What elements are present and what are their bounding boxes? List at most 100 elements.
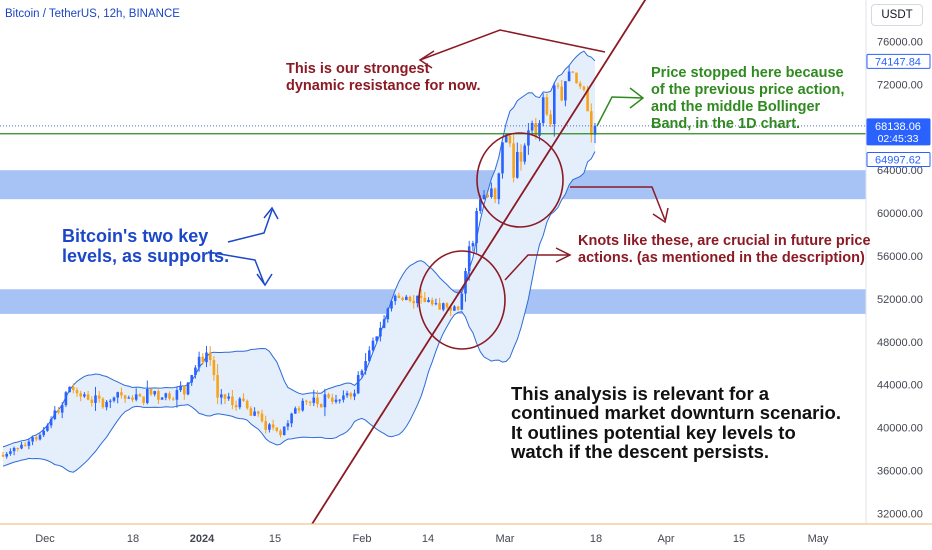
candle-body [308, 401, 312, 403]
knots-note: Knots like these, are crucial in future … [578, 233, 871, 267]
x-tick-label: 2024 [190, 533, 215, 545]
candle-body [86, 394, 90, 400]
stop-arrowhead [629, 87, 645, 109]
candle-body [564, 81, 567, 101]
level-lines [0, 0, 866, 525]
candle-body [94, 395, 97, 403]
candle-body [31, 437, 34, 442]
support-arrow-lower [207, 251, 265, 284]
candle-body [227, 396, 230, 399]
support-arrow-upper [227, 209, 273, 243]
y-tick-label: 60000.00 [877, 208, 923, 220]
candle-body [504, 135, 508, 143]
y-tick-label: 72000.00 [877, 79, 923, 91]
y-tick-label: 40000.00 [877, 423, 923, 435]
price-label-box [866, 118, 931, 146]
candle-body [416, 295, 419, 304]
candle-body [109, 400, 112, 402]
candle-body [475, 210, 478, 244]
x-tick-label: 15 [733, 533, 745, 545]
candle-body [68, 386, 71, 393]
candle-body [560, 86, 563, 101]
candle-body [146, 388, 149, 403]
resistance-note-line: This is our strongest [286, 61, 430, 77]
candle-body [412, 301, 415, 304]
knot-circle-upper [476, 132, 564, 228]
analysis-note-line: watch if the descent persists. [511, 441, 770, 463]
currency-selector[interactable]: USDT [871, 4, 923, 26]
candle-body [171, 398, 175, 400]
candle-body [271, 424, 275, 428]
candle-body [175, 390, 179, 400]
knots-note-line: Knots like these, are crucial in future … [578, 233, 871, 249]
candle-body [549, 114, 552, 125]
candle-body [430, 299, 434, 305]
price-label-box [866, 152, 931, 168]
stop-note-line: of the previous price action, [651, 82, 845, 99]
candle-body [16, 447, 20, 449]
candle-body [5, 453, 8, 457]
candle-body [123, 395, 127, 399]
candle-body [345, 393, 349, 396]
candle-body [371, 340, 375, 351]
candle-body [460, 293, 464, 310]
candle-body [42, 430, 45, 436]
x-tick-label: Dec [35, 533, 55, 545]
candle-body [260, 413, 264, 422]
x-tick-label: Feb [353, 533, 372, 545]
candle-body [120, 392, 123, 396]
candle-body [582, 86, 586, 90]
candle-body [497, 173, 501, 200]
price-label-text: 74147.84 [875, 56, 921, 68]
candle-body [353, 393, 356, 397]
candle-body [127, 397, 131, 399]
candle-body [83, 394, 86, 397]
candle-body [401, 297, 404, 300]
analysis-note-line: This analysis is relevant for a [511, 383, 770, 404]
candle-body [512, 143, 515, 178]
candle-body [541, 97, 545, 124]
candle-body [379, 327, 382, 337]
candle-body [593, 125, 597, 135]
supports-note: Bitcoin's two key levels, as supports. [62, 226, 229, 266]
candle-body [530, 123, 534, 131]
candle-body [20, 444, 23, 449]
candle-body [456, 306, 460, 310]
candle-body [538, 123, 541, 136]
candle-body [72, 386, 75, 391]
stop-note-line: and the middle Bollinger [651, 99, 821, 116]
price-label-text: 64997.62 [875, 155, 921, 167]
candle-body [290, 413, 293, 424]
candle-body [449, 307, 452, 311]
supports-note-line: Bitcoin's two key [62, 226, 209, 246]
candle-body [46, 425, 49, 431]
candle-body [208, 352, 212, 361]
candle-body [112, 397, 116, 401]
candle-body [79, 393, 82, 397]
candle-body [527, 130, 530, 146]
candle-body [286, 423, 290, 427]
candle-body [323, 394, 327, 408]
x-tick-label: Apr [657, 533, 674, 545]
stop-note-line: Band, in the 1D chart. [651, 116, 801, 133]
candle-body [390, 301, 393, 309]
candle-body [467, 246, 471, 272]
symbol-title[interactable]: Bitcoin / TetherUS, 12h, BINANCE [5, 8, 180, 20]
candle-body [327, 394, 330, 398]
candle-body [205, 352, 208, 363]
candle-body [360, 370, 364, 376]
candle-body [453, 306, 456, 311]
knots-arrow-upper [570, 186, 666, 221]
resistance-arrow [419, 29, 606, 61]
candle-body [301, 400, 304, 411]
analysis-note-line: It outlines potential key levels to [511, 421, 796, 443]
candle-body [168, 393, 171, 399]
knots-note-line: actions. (as mentioned in the descriptio… [578, 250, 865, 267]
candle-body [49, 419, 53, 426]
candle-body [282, 426, 286, 436]
candle-body [423, 297, 427, 303]
knots-arrowhead-upper [652, 207, 669, 224]
candle-body [442, 303, 445, 310]
candle-body [375, 336, 378, 341]
